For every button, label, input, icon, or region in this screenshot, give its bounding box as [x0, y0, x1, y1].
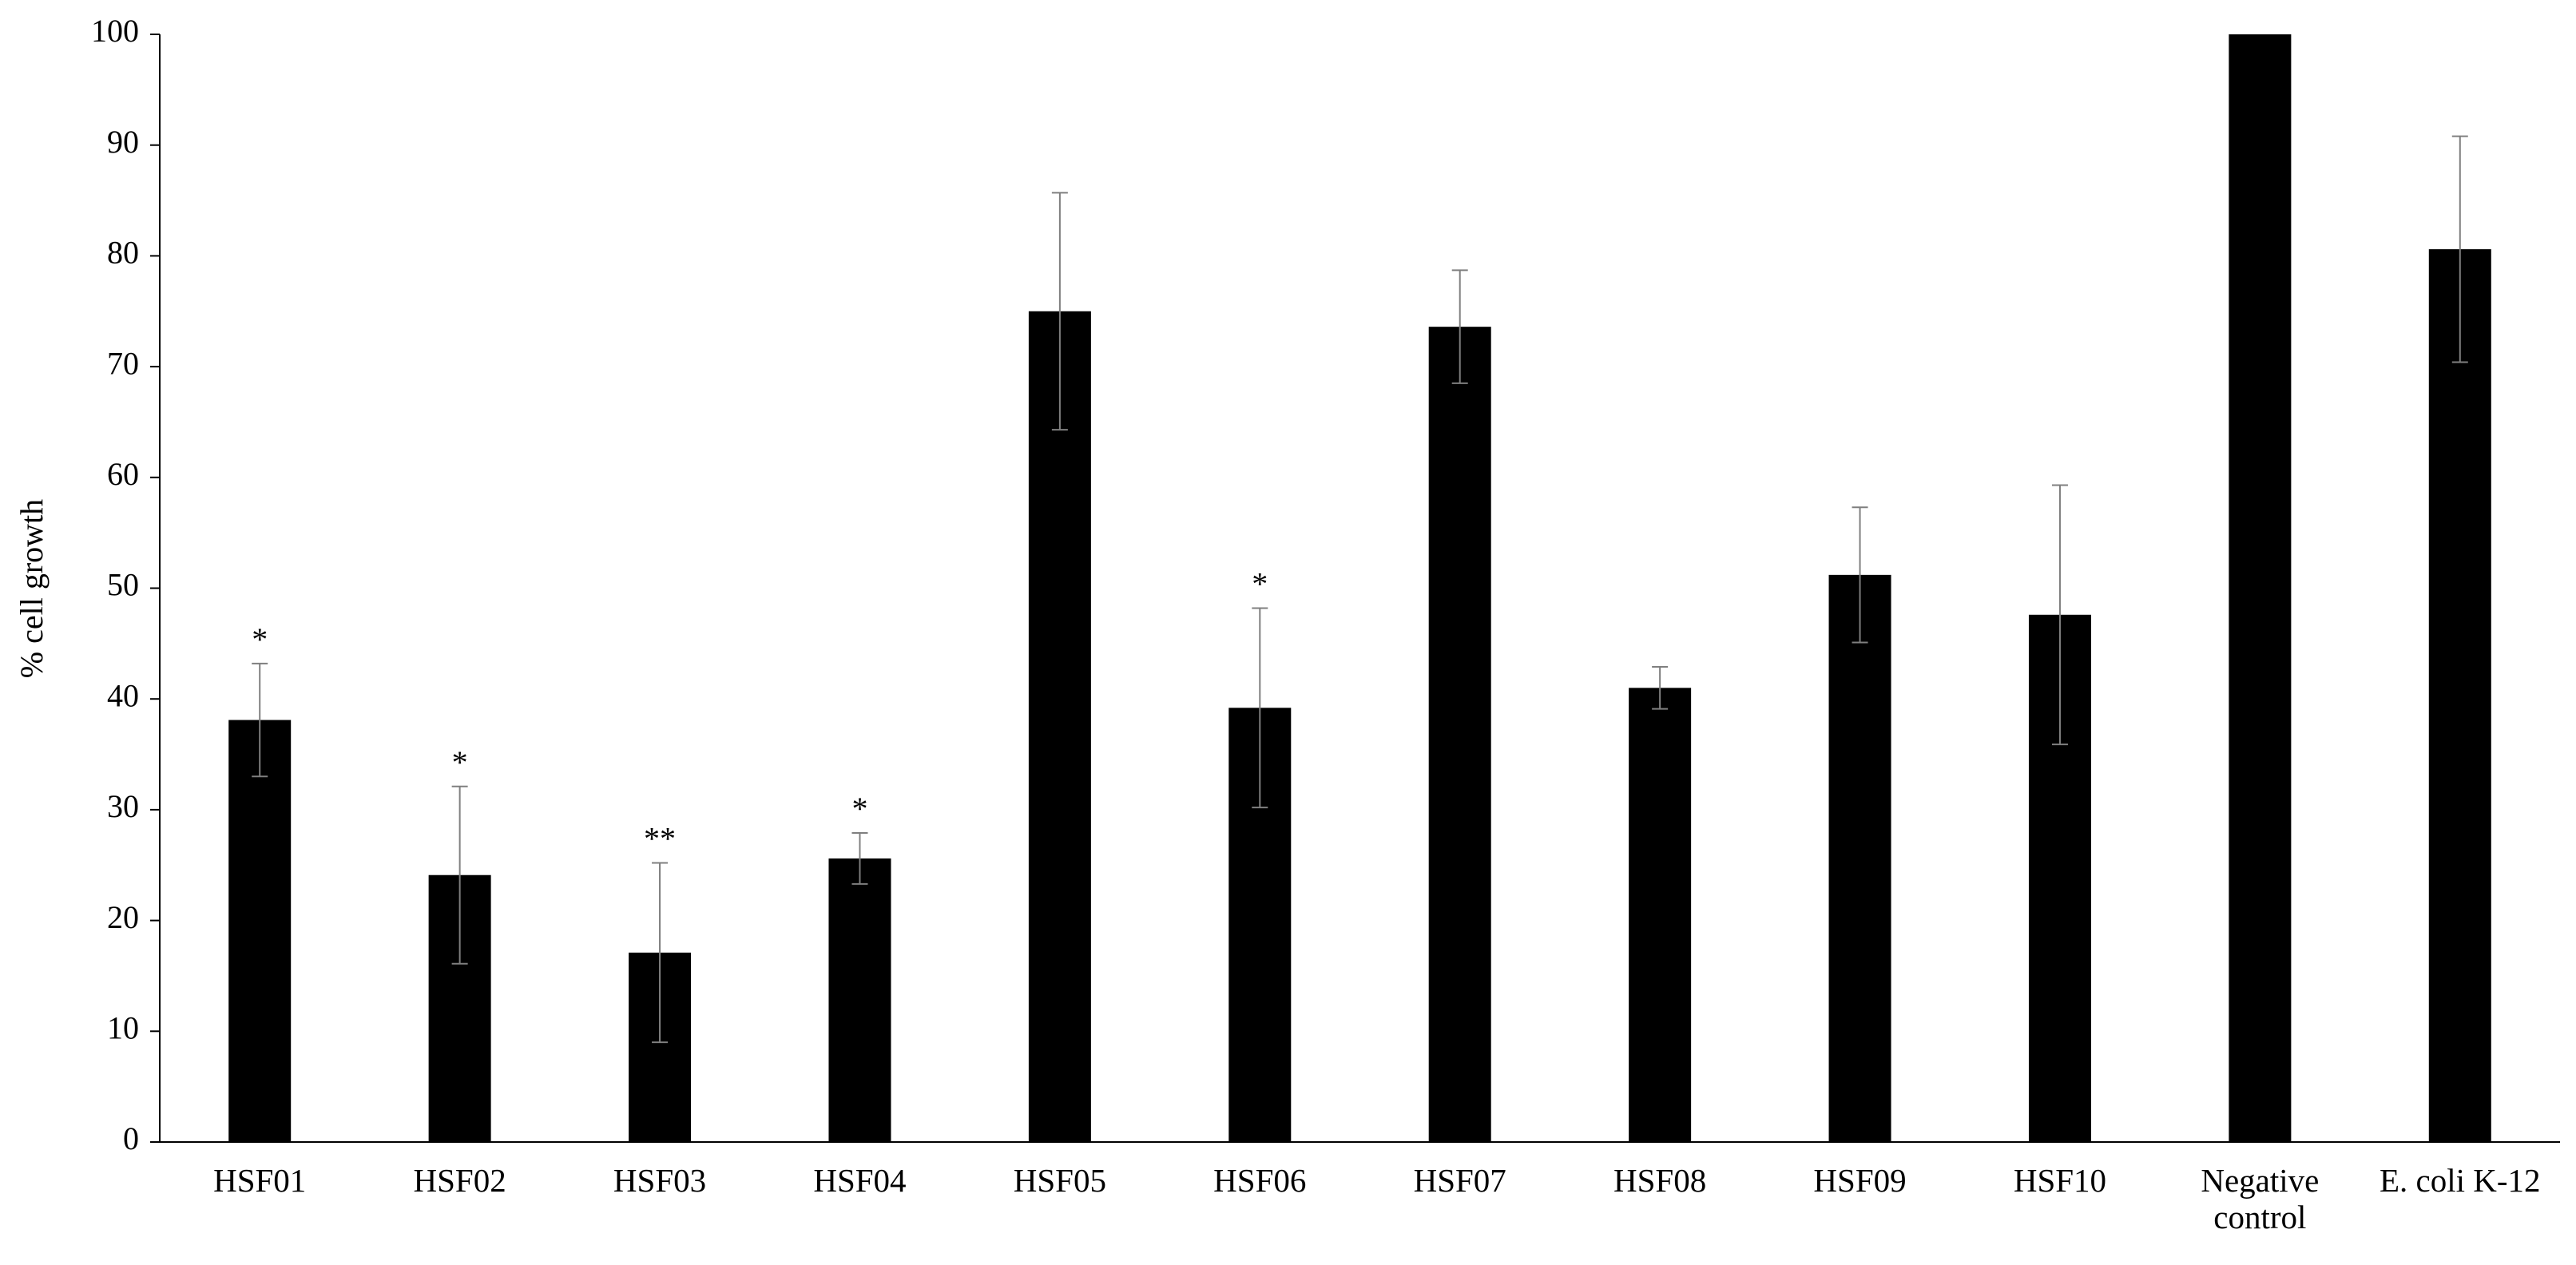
- bar: [1428, 327, 1491, 1143]
- y-axis-title: % cell growth: [14, 499, 50, 678]
- error-bar: [2051, 484, 2068, 746]
- error-bar: [1852, 506, 1868, 644]
- error-bar: [1051, 192, 1068, 431]
- x-tick-label: Negative control: [2201, 1162, 2320, 1235]
- error-bar: [252, 662, 268, 778]
- x-tick-label: HSF09: [1813, 1162, 1907, 1199]
- bar: [2428, 249, 2491, 1142]
- y-tick-label: 40: [107, 677, 139, 713]
- bar: [1028, 311, 1091, 1142]
- y-tick-label: 90: [107, 124, 139, 160]
- significance-label: *: [252, 621, 268, 657]
- x-tick-label: HSF10: [2013, 1162, 2107, 1199]
- x-tick-label: HSF01: [213, 1162, 307, 1199]
- y-tick-label: 70: [107, 345, 139, 381]
- bar: [2229, 34, 2292, 1142]
- x-tick-label: HSF03: [613, 1162, 707, 1199]
- x-tick-label: HSF06: [1213, 1162, 1307, 1199]
- bar: [1828, 574, 1891, 1142]
- y-tick-label: 0: [123, 1120, 139, 1156]
- significance-label: **: [644, 821, 676, 857]
- error-bar: [1451, 269, 1468, 384]
- x-tick-label: E. coli K-12: [2380, 1162, 2541, 1199]
- error-bar: [451, 785, 468, 965]
- x-tick-label: HSF04: [813, 1162, 907, 1199]
- significance-label: *: [452, 744, 468, 780]
- bar: [228, 720, 292, 1142]
- significance-label: *: [1252, 566, 1268, 602]
- error-bar: [2451, 135, 2468, 363]
- error-bar: [652, 862, 669, 1044]
- y-tick-label: 30: [107, 788, 139, 824]
- x-tick-label: HSF08: [1613, 1162, 1707, 1199]
- y-tick-label: 60: [107, 456, 139, 492]
- bar: [828, 858, 891, 1142]
- x-tick-label: HSF05: [1013, 1162, 1106, 1199]
- x-tick-label: HSF02: [413, 1162, 506, 1199]
- y-tick-label: 80: [107, 235, 139, 271]
- y-tick-label: 20: [107, 899, 139, 935]
- y-tick-label: 10: [107, 1009, 139, 1045]
- bar: [1629, 688, 1692, 1142]
- error-bar: [1652, 665, 1669, 710]
- x-tick-label: HSF07: [1413, 1162, 1506, 1199]
- error-bar: [851, 832, 868, 885]
- y-tick-label: 100: [91, 13, 139, 49]
- y-tick-label: 50: [107, 567, 139, 603]
- error-bar: [1252, 607, 1268, 809]
- significance-label: *: [851, 791, 867, 827]
